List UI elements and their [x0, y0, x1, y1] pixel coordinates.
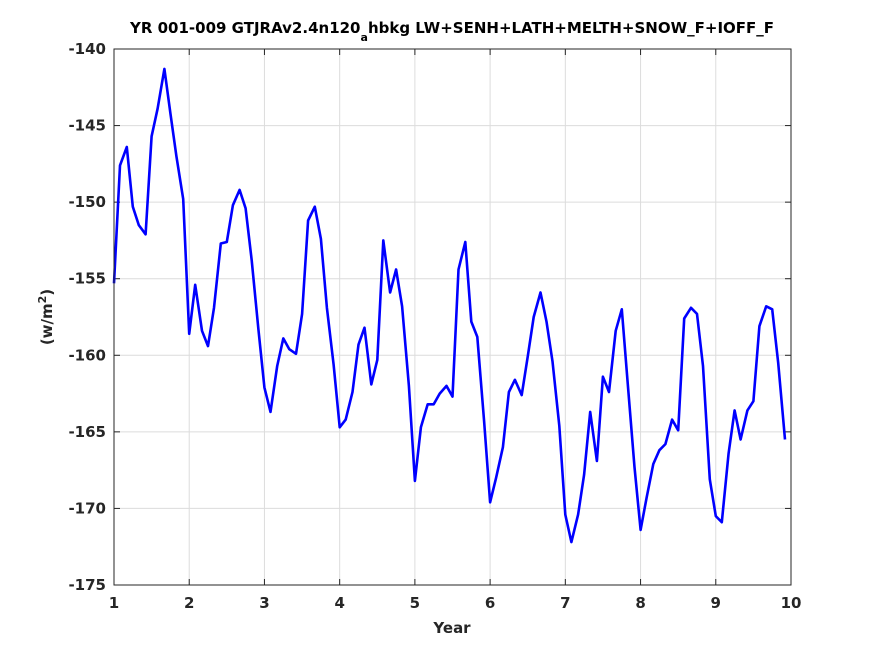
y-tick-label: -145 [68, 117, 106, 135]
y-tick-label: -170 [68, 499, 106, 517]
plot-frame [113, 48, 792, 586]
chart-title: YR 001-009 GTJRAv2.4n120ahbkg LW+SENH+LA… [129, 19, 774, 44]
y-tick-label: -155 [68, 270, 106, 288]
y-tick-label: -175 [68, 576, 106, 594]
y-axis-label-suffix: ) [38, 289, 56, 296]
x-tick-label: 8 [635, 594, 645, 612]
series-line [112, 67, 787, 544]
x-tick-label: 4 [334, 594, 344, 612]
tick-marks [113, 48, 792, 586]
y-tick-label: -165 [68, 423, 106, 441]
chart-title-subscript: a [361, 31, 368, 44]
y-tick-label: -150 [68, 193, 106, 211]
x-tick-labels: 1 2 3 4 5 6 7 8 9 10 [109, 594, 802, 612]
x-tick-label: 9 [711, 594, 721, 612]
x-axis-label: Year [432, 619, 471, 637]
y-axis-label-superscript: 2 [36, 296, 49, 304]
x-tick-label: 7 [560, 594, 570, 612]
x-tick-label: 6 [485, 594, 495, 612]
x-tick-label: 2 [184, 594, 194, 612]
y-tick-labels: -140 -145 -150 -155 -160 -165 -170 -175 [68, 40, 106, 594]
y-tick-label: -140 [68, 40, 106, 58]
x-tick-label: 5 [410, 594, 420, 612]
grid [113, 48, 792, 586]
x-tick-label: 1 [109, 594, 119, 612]
y-tick-label: -160 [68, 346, 106, 364]
chart-title-main: YR 001-009 GTJRAv2.4n120 [129, 19, 361, 37]
y-axis-label-prefix: (w/m [38, 303, 56, 345]
x-tick-label: 10 [781, 594, 802, 612]
chart-title-rest: hbkg LW+SENH+LATH+MELTH+SNOW_F+IOFF_F [368, 19, 774, 37]
x-tick-label: 3 [259, 594, 269, 612]
y-axis-label: (w/m2) [36, 289, 56, 345]
